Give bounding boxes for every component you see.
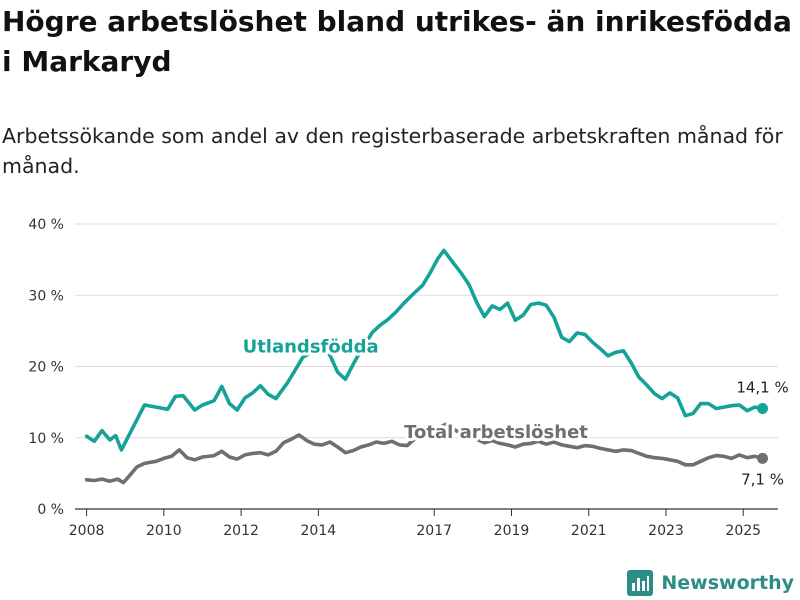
x-tick-label: 2010 — [146, 523, 182, 539]
y-tick-label: 0 % — [37, 502, 64, 518]
x-tick-label: 2023 — [648, 523, 684, 539]
series-label-utlandsfodda: Utlandsfödda — [243, 336, 379, 357]
newsworthy-logo: Newsworthy — [627, 570, 794, 596]
brand-name: Newsworthy — [661, 572, 794, 594]
series-line-utlandsfodda — [84, 248, 765, 452]
x-tick-label: 2008 — [69, 523, 105, 539]
end-point-total — [757, 452, 769, 464]
x-tick-label: 2014 — [301, 523, 337, 539]
x-tick-label: 2017 — [416, 523, 452, 539]
y-tick-label: 40 % — [28, 217, 64, 233]
series-lines — [84, 248, 769, 485]
end-value-utlandsfodda: 14,1 % — [736, 379, 788, 397]
x-axis: 2008 2010 2012 2014 2017 2019 2021 2023 2025 — [69, 509, 761, 539]
bar-chart-icon — [627, 570, 654, 596]
x-tick-label: 2025 — [725, 523, 761, 539]
series-labels: Utlandsfödda Total arbetslöshet 14,1 % 7,1 … — [240, 333, 791, 490]
x-tick-label: 2021 — [571, 523, 607, 539]
series-label-total: Total arbetslöshet — [404, 422, 588, 443]
y-axis: 0 % 10 % 20 % 30 % 40 % — [28, 217, 64, 518]
end-value-total: 7,1 % — [741, 470, 784, 488]
x-tick-label: 2012 — [223, 523, 259, 539]
chart-title: Högre arbetslöshet bland utrikes- än inr… — [2, 5, 792, 78]
end-point-utlandsfodda — [757, 403, 769, 415]
series-line-total — [84, 422, 765, 485]
grid-lines — [75, 223, 778, 510]
y-tick-label: 30 % — [28, 288, 64, 304]
y-tick-label: 10 % — [28, 431, 64, 447]
chart-subtitle: Arbetssökande som andel av den registerb… — [2, 124, 783, 178]
y-tick-label: 20 % — [28, 360, 64, 376]
x-tick-label: 2019 — [494, 523, 530, 539]
